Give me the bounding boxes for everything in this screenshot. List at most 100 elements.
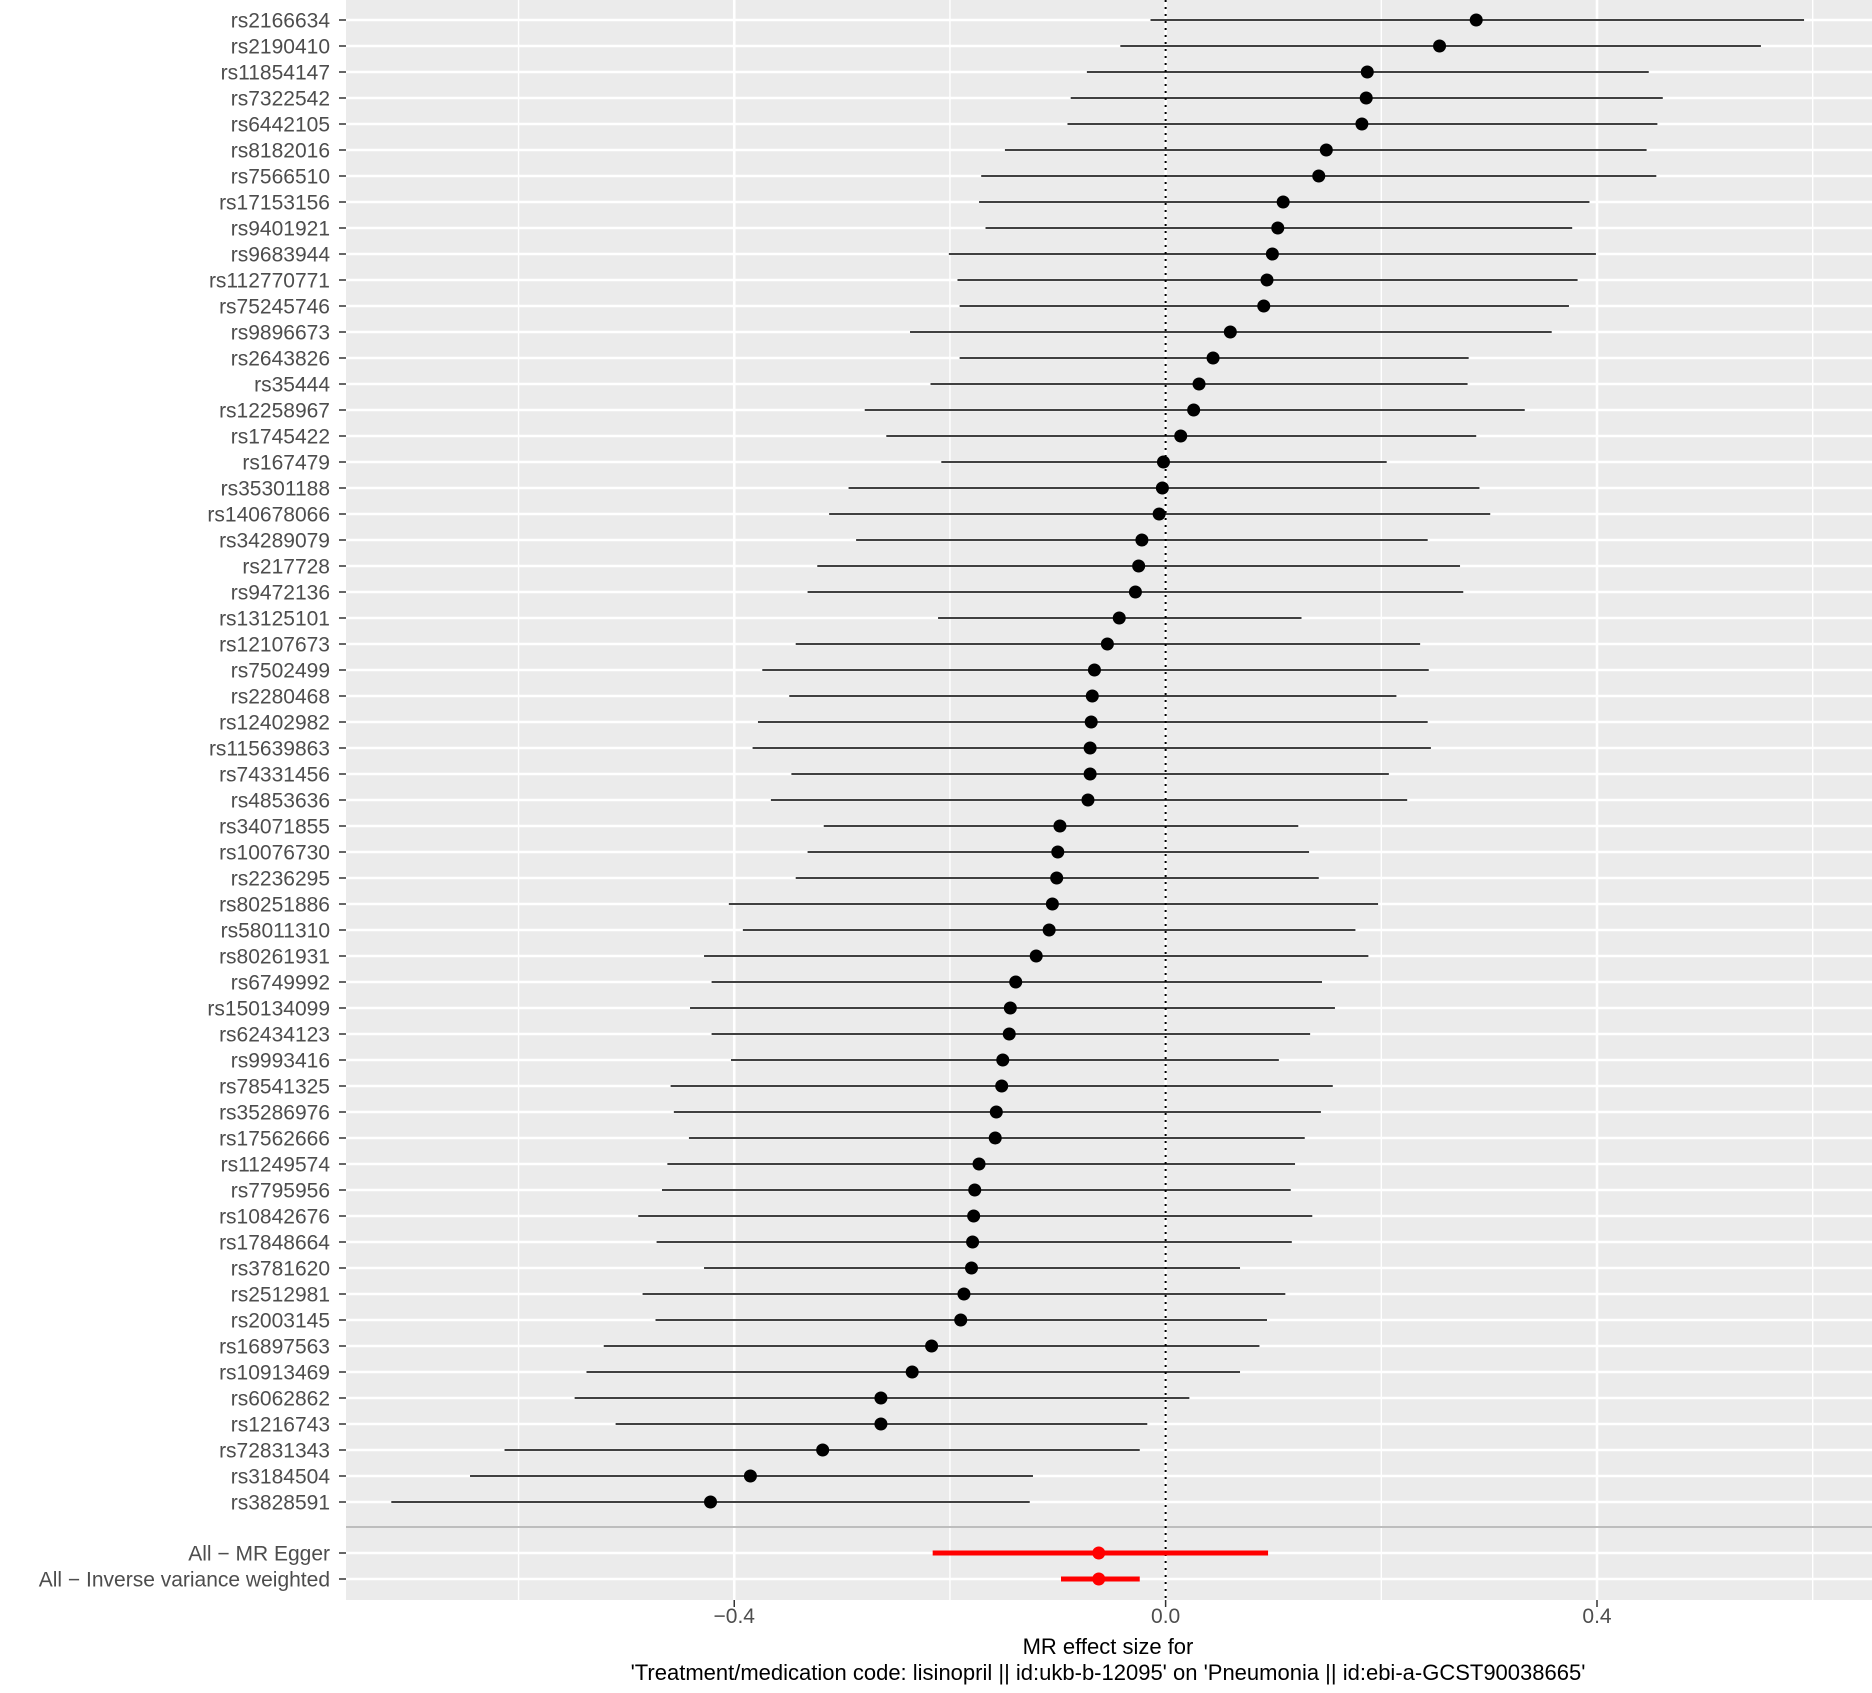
snp-point [1192,377,1206,391]
y-axis-label: rs2236295 [231,868,330,891]
snp-point [968,1183,982,1197]
y-axis-label: rs7566510 [231,166,330,189]
snp-point [1257,299,1271,313]
x-tick-label: −0.4 [714,1605,756,1628]
y-axis-label: rs7502499 [231,660,330,683]
snp-point [1112,611,1126,625]
y-axis-label: rs6749992 [231,972,330,995]
y-axis-label: rs7322542 [231,88,330,111]
snp-estimates [391,13,1805,1509]
snp-point [1009,975,1023,989]
y-axis-label: rs2003145 [231,1310,330,1333]
snp-point [957,1287,971,1301]
y-axis-label: rs2166634 [231,10,331,33]
y-axis-label: rs8182016 [231,140,330,163]
y-axis-label: rs217728 [242,556,330,579]
y-axis-label: rs9993416 [231,1050,330,1073]
y-axis-label: All − MR Egger [188,1543,330,1566]
y-axis-label: rs34071855 [219,816,330,839]
y-axis-label: rs10076730 [219,842,330,865]
snp-point [954,1313,968,1327]
y-axis-label: rs17848664 [219,1232,330,1255]
snp-point [704,1495,718,1509]
y-axis-label: rs2643826 [231,348,330,371]
snp-point [1276,195,1290,209]
y-axis-label: rs3781620 [231,1258,330,1281]
y-axis-label: rs11854147 [221,62,330,85]
snp-point [1128,585,1142,599]
snp-point [874,1391,888,1405]
snp-point [1156,455,1170,469]
snp-point [1174,429,1188,443]
y-axis-labels: rs2166634 rs2190410 rs11854147 rs7322542 rs6… [39,10,346,1592]
y-axis-label: rs9401921 [231,218,330,241]
snp-point [1359,91,1373,105]
y-axis-label: rs140678066 [207,504,330,527]
y-axis-label: rs10842676 [219,1206,330,1229]
x-tick-label: 0.4 [1582,1605,1612,1628]
y-axis-label: rs16897563 [219,1336,330,1359]
snp-point [1083,741,1097,755]
y-axis-label: rs35286976 [219,1102,330,1125]
x-axis-title-line2: 'Treatment/medication code: lisinopril |… [631,1660,1586,1685]
y-axis-label: rs3828591 [231,1492,330,1515]
snp-point [1100,637,1114,651]
y-axis-label: rs72831343 [219,1440,330,1463]
snp-point [1029,949,1043,963]
snp-point [1223,325,1237,339]
y-axis-label: rs80261931 [219,946,330,969]
y-axis-label: rs80251886 [219,894,330,917]
snp-point [1312,169,1326,183]
snp-point [1132,559,1146,573]
y-axis-label: rs2280468 [231,686,330,709]
snp-point [1042,923,1056,937]
snp-point [1433,39,1447,53]
snp-point [988,1131,1002,1145]
snp-point [1469,13,1483,27]
snp-point [996,1053,1010,1067]
snp-point [995,1079,1009,1093]
y-axis-label: rs1216743 [231,1414,330,1437]
y-axis-label: rs112770771 [209,270,330,293]
y-axis-label: rs12258967 [219,400,330,423]
x-axis: −0.4 0.0 0.4 [714,1600,1612,1628]
snp-point [1155,481,1169,495]
snp-point [1206,351,1220,365]
snp-point [989,1105,1003,1119]
y-axis-label: rs12107673 [219,634,330,657]
y-axis-label: rs115639863 [209,738,330,761]
y-axis-label: rs9472136 [231,582,330,605]
snp-point [1084,715,1098,729]
y-axis-label: rs78541325 [219,1076,330,1099]
snp-point [1003,1001,1017,1015]
snp-point [966,1235,980,1249]
snp-point [1271,221,1285,235]
summary-estimates [932,1546,1269,1586]
y-axis-label: rs17562666 [219,1128,330,1151]
snp-point [1050,871,1064,885]
snp-point [1260,273,1274,287]
x-tick-label: 0.0 [1151,1605,1180,1628]
snp-point [1355,117,1369,131]
y-axis-label: rs2512981 [231,1284,330,1307]
y-axis-label: rs34289079 [219,530,330,553]
y-axis-label: rs75245746 [219,296,330,319]
snp-point [1135,533,1149,547]
y-axis-label: All − Inverse variance weighted [39,1569,330,1592]
y-axis-label: rs58011310 [221,920,330,943]
y-axis-label: rs13125101 [219,608,330,631]
y-axis-label: rs6442105 [231,114,330,137]
snp-point [1152,507,1166,521]
y-axis-label: rs6062862 [231,1388,330,1411]
snp-point [1265,247,1279,261]
snp-point [925,1339,939,1353]
snp-point [1085,689,1099,703]
summary-point [1092,1546,1106,1560]
y-axis-label: rs7795956 [231,1180,330,1203]
snp-point [1360,65,1374,79]
snp-point [1081,793,1095,807]
snp-point [1319,143,1333,157]
summary-point [1092,1572,1106,1586]
